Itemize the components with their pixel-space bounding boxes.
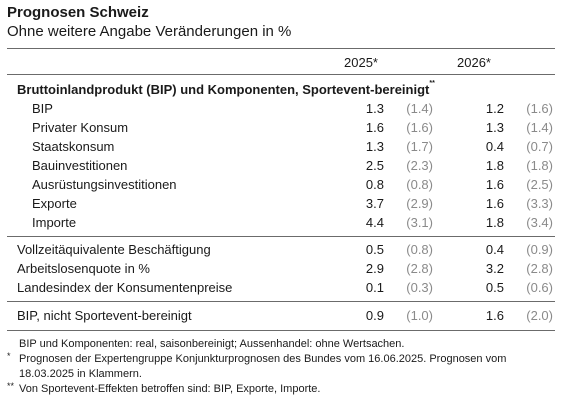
- page-title: Prognosen Schweiz: [7, 4, 149, 21]
- footnote-mark-double: **: [7, 381, 15, 391]
- column-header-2026: 2026*: [457, 55, 491, 70]
- previous-2025: (2.9): [406, 196, 433, 211]
- row-label: Ausrüstungsinvestitionen: [32, 177, 177, 192]
- row-label: Privater Konsum: [32, 120, 129, 135]
- value-2026: 1.6: [485, 177, 504, 192]
- row-label: BIP: [32, 101, 53, 116]
- value-2025: 1.6: [365, 120, 384, 135]
- table-row: Privater Konsum 1.6 (1.6) 1.3 (1.4): [0, 120, 562, 138]
- row-label: Importe: [32, 215, 77, 230]
- value-2026: 0.4: [485, 242, 504, 257]
- value-2025: 3.7: [365, 196, 384, 211]
- value-2026: 1.3: [485, 120, 504, 135]
- value-2026: 1.6: [485, 308, 504, 323]
- section-divider: [7, 236, 555, 237]
- previous-2025: (0.3): [406, 280, 433, 295]
- table-row: Vollzeitäquivalente Beschäftigung 0.5 (0…: [0, 242, 562, 260]
- section-title: Bruttoinlandprodukt (BIP) und Komponente…: [17, 80, 435, 97]
- value-2025: 2.9: [365, 261, 384, 276]
- footnote-mark: **: [429, 80, 435, 87]
- value-2026: 1.8: [485, 215, 504, 230]
- table-row: BIP 1.3 (1.4) 1.2 (1.6): [0, 101, 562, 119]
- row-label: Vollzeitäquivalente Beschäftigung: [17, 242, 211, 257]
- value-2026: 3.2: [485, 261, 504, 276]
- previous-2026: (3.4): [526, 215, 553, 230]
- footnote-forecast-line1: Prognosen der Expertengruppe Konjunkturp…: [19, 353, 507, 365]
- row-label: Exporte: [32, 196, 77, 211]
- previous-2026: (0.9): [526, 242, 553, 257]
- previous-2026: (3.3): [526, 196, 553, 211]
- previous-2025: (1.7): [406, 139, 433, 154]
- header-divider: [7, 74, 555, 75]
- row-label: Arbeitslosenquote in %: [17, 261, 150, 276]
- previous-2025: (1.0): [406, 308, 433, 323]
- table-row: Arbeitslosenquote in % 2.9 (2.8) 3.2 (2.…: [0, 261, 562, 279]
- previous-2025: (2.8): [406, 261, 433, 276]
- previous-2025: (3.1): [406, 215, 433, 230]
- value-2026: 1.6: [485, 196, 504, 211]
- value-2025: 0.1: [365, 280, 384, 295]
- column-header-2025: 2025*: [344, 55, 378, 70]
- previous-2026: (1.4): [526, 120, 553, 135]
- value-2025: 0.8: [365, 177, 384, 192]
- previous-2025: (0.8): [406, 242, 433, 257]
- value-2025: 1.3: [365, 139, 384, 154]
- previous-2025: (1.6): [406, 120, 433, 135]
- section-divider: [7, 301, 555, 302]
- table-row: BIP, nicht Sportevent-bereinigt 0.9 (1.0…: [0, 308, 562, 326]
- value-2026: 0.4: [485, 139, 504, 154]
- row-label: Landesindex der Konsumentenpreise: [17, 280, 233, 295]
- previous-2025: (0.8): [406, 177, 433, 192]
- previous-2026: (1.8): [526, 158, 553, 173]
- value-2025: 1.3: [365, 101, 384, 116]
- previous-2026: (0.6): [526, 280, 553, 295]
- value-2025: 0.9: [365, 308, 384, 323]
- previous-2026: (2.8): [526, 261, 553, 276]
- table-row: Ausrüstungsinvestitionen 0.8 (0.8) 1.6 (…: [0, 177, 562, 195]
- previous-2025: (1.4): [406, 101, 433, 116]
- value-2025: 2.5: [365, 158, 384, 173]
- value-2025: 0.5: [365, 242, 384, 257]
- footnote-mark-single: *: [7, 351, 11, 361]
- row-label: Bauinvestitionen: [32, 158, 128, 173]
- value-2026: 1.8: [485, 158, 504, 173]
- previous-2026: (2.5): [526, 177, 553, 192]
- table-row: Exporte 3.7 (2.9) 1.6 (3.3): [0, 196, 562, 214]
- previous-2025: (2.3): [406, 158, 433, 173]
- row-label: Staatskonsum: [32, 139, 115, 154]
- table-row: Importe 4.4 (3.1) 1.8 (3.4): [0, 215, 562, 233]
- table-row: Landesindex der Konsumentenpreise 0.1 (0…: [0, 280, 562, 298]
- previous-2026: (0.7): [526, 139, 553, 154]
- previous-2026: (2.0): [526, 308, 553, 323]
- value-2025: 4.4: [365, 215, 384, 230]
- value-2026: 0.5: [485, 280, 504, 295]
- section-title-text: Bruttoinlandprodukt (BIP) und Komponente…: [17, 82, 430, 97]
- table-row: Bauinvestitionen 2.5 (2.3) 1.8 (1.8): [0, 158, 562, 176]
- value-2026: 1.2: [485, 101, 504, 116]
- bottom-divider: [7, 330, 555, 331]
- footnote-basis: BIP und Komponenten: real, saisonbereini…: [19, 338, 405, 350]
- footnote-forecast-line2: 18.03.2025 in Klammern.: [19, 368, 142, 380]
- footnote-sportevent: Von Sportevent-Effekten betroffen sind: …: [19, 383, 321, 395]
- table-row: Staatskonsum 1.3 (1.7) 0.4 (0.7): [0, 139, 562, 157]
- top-divider: [7, 48, 555, 49]
- row-label: BIP, nicht Sportevent-bereinigt: [17, 308, 192, 323]
- previous-2026: (1.6): [526, 101, 553, 116]
- page-subtitle: Ohne weitere Angabe Veränderungen in %: [7, 23, 292, 40]
